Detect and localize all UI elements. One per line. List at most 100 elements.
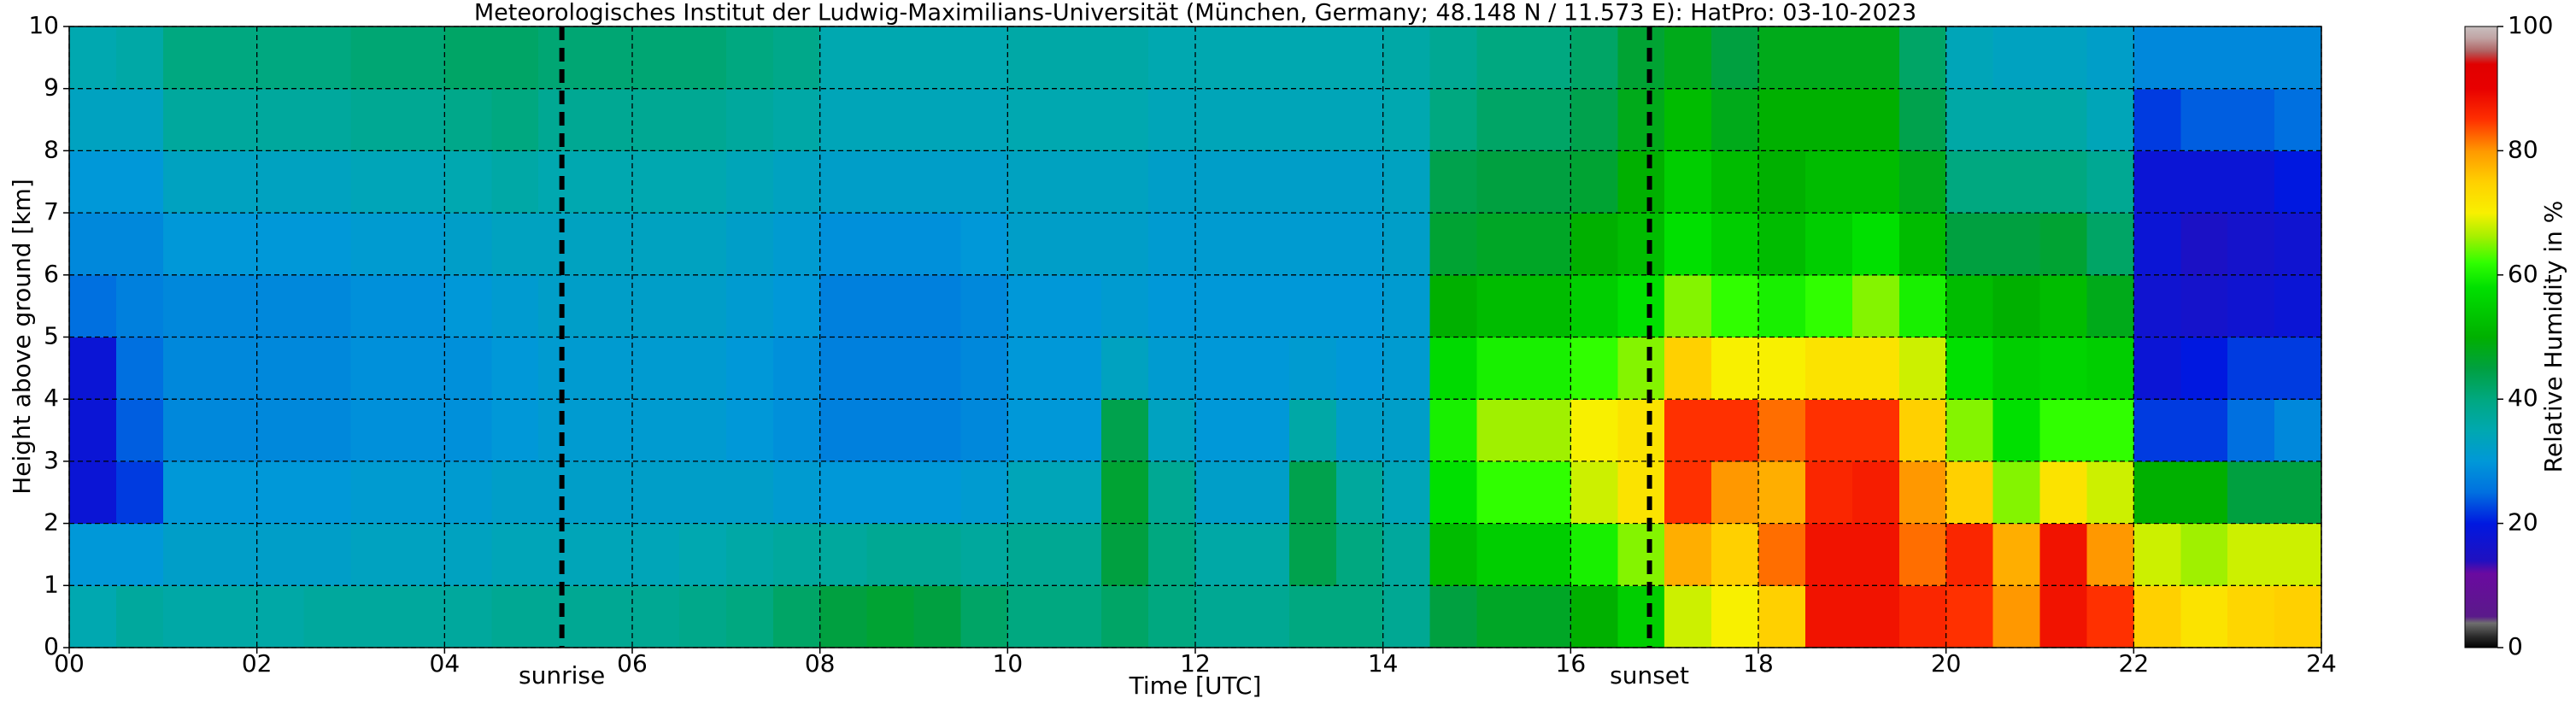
heatmap-cell [2227, 461, 2275, 525]
heatmap-cell [866, 26, 915, 90]
heatmap-cell [1992, 585, 2041, 648]
heatmap-cell [1335, 88, 1384, 151]
heatmap-cell [2133, 399, 2181, 462]
heatmap-cell [1898, 88, 1947, 151]
heatmap-cell [256, 461, 305, 525]
heatmap-cell [1617, 585, 1665, 648]
heatmap-cell [1101, 585, 1149, 648]
heatmap-cell [1945, 26, 1994, 90]
heatmap-cell [397, 213, 445, 276]
heatmap-cell [585, 88, 633, 151]
heatmap-cell [256, 26, 305, 90]
heatmap-cell [115, 150, 164, 214]
heatmap-cell [444, 399, 492, 462]
heatmap-cell [1523, 523, 1571, 586]
heatmap-cell [819, 461, 868, 525]
heatmap-cell [2086, 88, 2134, 151]
x-tick-label: 20 [1931, 649, 1962, 678]
heatmap-cell [1476, 399, 1525, 462]
heatmap-cell [585, 585, 633, 648]
heatmap-cell [397, 523, 445, 586]
heatmap-cell [1382, 88, 1431, 151]
heatmap-cell [772, 150, 821, 214]
heatmap-cell [1335, 399, 1384, 462]
heatmap-cell [2180, 523, 2228, 586]
heatmap-cell [1711, 26, 1759, 90]
x-tick-label: 02 [242, 649, 273, 678]
heatmap-cell [69, 585, 117, 648]
heatmap-cell [772, 88, 821, 151]
heatmap-cell [303, 26, 352, 90]
heatmap-cell [209, 213, 258, 276]
colorbar-segment [2465, 63, 2497, 90]
heatmap-cell [1523, 88, 1571, 151]
heatmap-cell [1711, 213, 1759, 276]
heatmap-cell [2180, 337, 2228, 400]
heatmap-cell [69, 337, 117, 400]
heatmap-cell [1148, 585, 1196, 648]
heatmap-cell [1429, 337, 1478, 400]
heatmap-cell [1898, 399, 1947, 462]
heatmap-cell [632, 585, 680, 648]
colorbar-tick-label: 0 [2508, 632, 2523, 660]
heatmap-cell [1195, 213, 1243, 276]
heatmap-cell [1570, 461, 1618, 525]
heatmap-cell [1476, 274, 1525, 338]
heatmap-cell [585, 337, 633, 400]
heatmap-cell [2133, 337, 2181, 400]
heatmap-cell [960, 26, 1008, 90]
heatmap-cell [1898, 585, 1947, 648]
heatmap-cell [960, 150, 1008, 214]
heatmap-cell [1851, 213, 1900, 276]
heatmap-cell [1335, 150, 1384, 214]
heatmap-cell [1758, 337, 1806, 400]
heatmap-cell [632, 523, 680, 586]
heatmap-cell [444, 274, 492, 338]
heatmap-cell [115, 213, 164, 276]
heatmap-cell [913, 274, 962, 338]
heatmap-cell [866, 461, 915, 525]
heatmap-cell [1335, 585, 1384, 648]
heatmap-cell [69, 274, 117, 338]
heatmap-cell [1241, 461, 1290, 525]
heatmap-cell [491, 399, 539, 462]
heatmap-cell [1288, 26, 1337, 90]
heatmap-cell [819, 585, 868, 648]
heatmap-cell [960, 213, 1008, 276]
heatmap-cell [350, 523, 399, 586]
heatmap-cell [819, 523, 868, 586]
heatmap-cell [1617, 213, 1665, 276]
heatmap-cell [2039, 274, 2088, 338]
heatmap-cell [1288, 150, 1337, 214]
heatmap-cell [350, 274, 399, 338]
colorbar-segment [2465, 150, 2497, 183]
heatmap-cell [2133, 523, 2181, 586]
heatmap-cell [725, 26, 774, 90]
heatmap-cell [2274, 150, 2322, 214]
heatmap-cell [162, 213, 211, 276]
heatmap-cell [913, 337, 962, 400]
heatmap-cell [444, 461, 492, 525]
heatmap-cell [115, 461, 164, 525]
y-axis-label: Height above ground [km] [8, 179, 36, 495]
heatmap-cell [585, 399, 633, 462]
colorbar-frame [2464, 26, 2498, 648]
heatmap-cell [1195, 26, 1243, 90]
heatmap-cell [2086, 26, 2134, 90]
heatmap-cell [303, 585, 352, 648]
heatmap-cell [1992, 26, 2041, 90]
heatmap-cell [1241, 26, 1290, 90]
heatmap-cell [1382, 274, 1431, 338]
colorbar-segment [2465, 262, 2497, 288]
heatmap-cell [1101, 88, 1149, 151]
heatmap-cell [491, 337, 539, 400]
heatmap-cell [115, 274, 164, 338]
heatmap-cell [1007, 523, 1055, 586]
heatmap-cell [1148, 88, 1196, 151]
heatmap-cell [2227, 26, 2275, 90]
colorbar-segment [2465, 616, 2497, 624]
heatmap-cell [1288, 337, 1337, 400]
heatmap-cell [1711, 150, 1759, 214]
x-tick-label: 08 [805, 649, 836, 678]
heatmap-cell [69, 26, 117, 90]
